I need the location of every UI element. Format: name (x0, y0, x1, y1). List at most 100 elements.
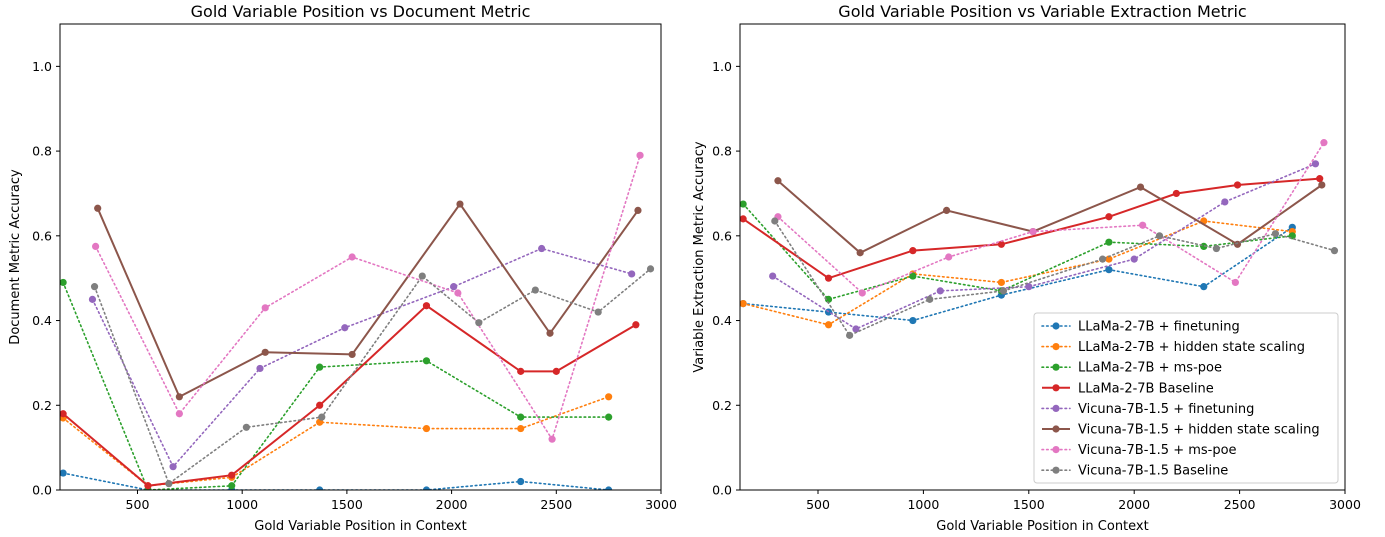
data-point (316, 486, 324, 490)
x-tick-label: 1000 (907, 497, 939, 512)
data-point (517, 424, 525, 433)
data-point (88, 295, 97, 303)
chart-title: Gold Variable Position vs Document Metri… (191, 2, 531, 21)
y-tick-label: 0.2 (712, 398, 732, 413)
legend-marker (1052, 466, 1060, 474)
series-line (742, 203, 1294, 301)
data-point (824, 321, 833, 329)
x-axis-label: Gold Variable Position in Context (936, 519, 1148, 534)
series-line (93, 268, 652, 485)
data-point (348, 253, 356, 261)
data-point (945, 253, 953, 261)
data-point (261, 304, 269, 312)
x-tick-label: 2000 (1118, 497, 1150, 512)
plot-frame (59, 23, 662, 491)
data-point (422, 357, 431, 365)
data-point (1025, 283, 1033, 291)
legend-label: Vicuna-7B-1.5 + hidden state scaling (1078, 423, 1320, 438)
data-point (517, 477, 525, 486)
data-point (517, 413, 525, 421)
data-point (740, 300, 747, 308)
y-tick-label: 0.6 (32, 228, 52, 243)
legend-label: Vicuna-7B-1.5 + finetuning (1078, 402, 1254, 417)
series-line (62, 304, 637, 487)
x-tick-label: 500 (126, 497, 150, 512)
x-tick-label: 2500 (540, 497, 572, 512)
plot-area (740, 139, 1339, 339)
data-point (997, 240, 1005, 248)
data-point (852, 325, 860, 333)
data-point (1318, 181, 1326, 189)
series-line (62, 281, 610, 490)
data-point (771, 217, 779, 225)
data-point (1233, 240, 1242, 248)
y-axis-label: Variable Extraction Metric Accuracy (692, 141, 707, 372)
x-tick-label: 3000 (645, 497, 677, 512)
data-point (740, 215, 747, 223)
data-point (91, 242, 100, 251)
series-line (777, 141, 1325, 294)
data-point (856, 249, 864, 257)
data-point (846, 331, 854, 339)
data-point (909, 247, 917, 255)
legend-marker (1052, 343, 1060, 351)
x-tick-label: 500 (806, 497, 830, 512)
series-line (773, 220, 1336, 337)
legend-label: Vicuna-7B-1.5 + ms-poe (1078, 443, 1237, 458)
x-tick-label: 3000 (1329, 497, 1361, 512)
legend-label: LLaMa-2-7B + finetuning (1078, 320, 1240, 335)
data-point (1330, 247, 1339, 255)
y-tick-label: 1.0 (32, 59, 52, 74)
document-metric-chart: Gold Variable Position vs Document Metri… (8, 2, 677, 534)
data-point (740, 200, 747, 208)
data-point (632, 321, 640, 329)
data-point (942, 206, 951, 214)
data-point (228, 471, 236, 479)
y-tick-label: 0.4 (712, 313, 732, 328)
data-point (348, 350, 356, 359)
y-tick-label: 0.4 (32, 313, 52, 328)
series-line (742, 220, 1294, 326)
y-tick-label: 0.0 (32, 483, 52, 498)
data-point (144, 482, 152, 490)
data-point (1221, 198, 1229, 206)
data-point (242, 423, 250, 431)
legend-marker (1052, 363, 1060, 371)
x-tick-label: 2500 (1224, 497, 1256, 512)
data-point (1105, 266, 1113, 274)
data-point (1105, 213, 1113, 221)
data-point (1139, 221, 1147, 229)
series-line (62, 395, 610, 487)
data-point (548, 435, 556, 443)
x-tick-label: 1500 (1013, 497, 1045, 512)
data-point (341, 324, 349, 332)
data-point (316, 401, 324, 409)
legend-marker (1052, 322, 1060, 330)
data-point (546, 329, 554, 337)
y-tick-label: 0.2 (32, 398, 52, 413)
data-point (475, 319, 483, 327)
y-tick-label: 0.0 (712, 483, 732, 498)
data-point (60, 410, 67, 418)
legend-marker (1052, 446, 1060, 454)
plot-frame (739, 23, 1346, 491)
data-point (936, 287, 944, 295)
data-point (517, 367, 525, 375)
legend-marker (1052, 425, 1060, 433)
data-point (1105, 238, 1113, 246)
data-point (60, 278, 67, 287)
data-point (169, 463, 177, 471)
series-line (91, 247, 633, 469)
data-point (636, 151, 644, 159)
data-point (1105, 255, 1113, 263)
data-point (1200, 283, 1208, 291)
y-tick-label: 0.8 (32, 144, 52, 159)
series-line (742, 226, 1294, 322)
data-point (261, 348, 269, 356)
data-point (60, 469, 67, 477)
y-tick-label: 0.8 (712, 144, 732, 159)
data-point (538, 244, 546, 253)
variable-extraction-chart: Gold Variable Position vs Variable Extra… (692, 2, 1361, 534)
legend-label: LLaMa-2-7B + ms-poe (1078, 361, 1222, 376)
data-point (909, 316, 917, 325)
